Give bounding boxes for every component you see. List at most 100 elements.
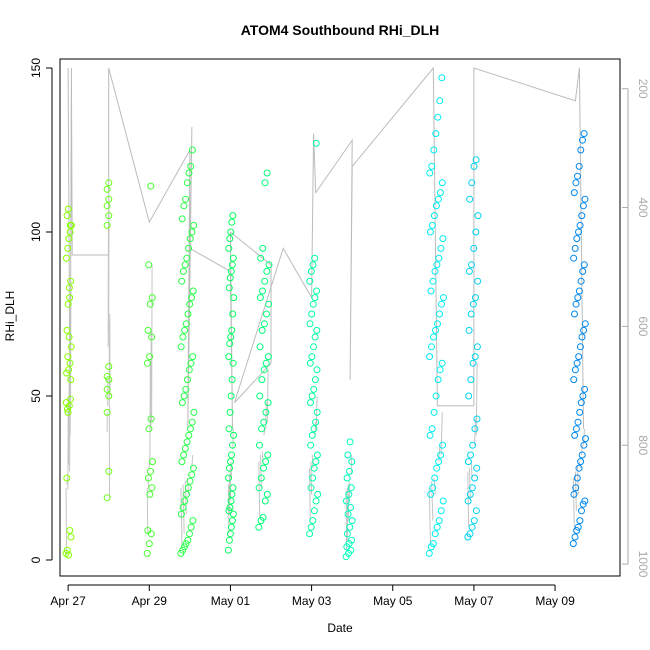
data-point [226,408,234,416]
data-point [146,300,154,308]
data-point [307,523,315,531]
data-point [228,218,236,226]
data-point [225,425,233,433]
x-axis: Apr 27 Apr 29 May 01 May 03 May 05 May 07 May … [50,584,575,608]
data-point [306,359,314,367]
data-point [571,366,579,374]
data-point [428,162,436,170]
pressure-track [65,66,585,556]
data-point [186,235,194,243]
data-point [187,359,195,367]
pressure-segment [182,484,185,534]
data-point [577,458,585,466]
data-point [579,392,587,400]
data-point [188,294,195,302]
data-point [469,441,477,449]
data-point [145,261,153,269]
data-point [257,254,265,262]
data-point [432,202,440,210]
data-point [181,497,189,505]
data-point [259,513,267,521]
data-point [474,212,482,220]
data-point [581,497,589,505]
data-point [103,408,111,416]
data-point [67,376,75,384]
data-point [469,359,477,367]
data-point [263,490,271,498]
data-point [580,326,588,334]
data-point [581,385,589,393]
data-point [575,287,583,295]
y-tick-label: 150 [29,58,43,78]
data-point [105,179,113,187]
data-point [580,441,588,449]
data-point [103,385,111,393]
data-point [264,399,272,407]
data-point [183,438,191,446]
data-point [311,254,319,262]
data-point [348,517,356,525]
data-point [431,474,439,482]
data-point [346,523,354,531]
data-point [264,353,272,361]
data-point [313,451,321,459]
data-point [309,261,317,269]
data-point [185,431,193,439]
data-point [569,540,577,548]
data-point [188,146,196,154]
data-point [224,546,232,554]
data-point [180,451,188,459]
data-point [428,425,436,433]
data-point [146,353,154,361]
data-point [182,385,190,393]
data-point [312,139,320,147]
data-point [468,523,476,531]
y-axis-label: RHi_DLH [3,291,17,342]
data-point [429,484,437,492]
data-point [178,399,186,407]
data-point [62,254,70,262]
x-tick-label: May 03 [292,594,332,608]
data-point [572,300,580,308]
data-point [468,484,476,492]
data-point [467,310,475,318]
data-point [260,464,267,472]
data-point [189,353,197,361]
data-point [426,353,434,361]
data-point [105,467,113,475]
data-point [184,376,191,384]
data-point [256,343,264,351]
data-point [574,294,582,302]
data-point [185,244,192,252]
data-point [182,195,190,203]
data-point [258,425,266,433]
data-point [261,277,269,285]
data-point [465,392,473,400]
data-point [229,254,237,262]
x-tick-label: Apr 27 [50,594,86,608]
data-point [312,497,320,505]
pressure-segment [345,491,348,551]
data-point [470,162,478,170]
data-point [348,536,355,544]
data-point [307,399,314,407]
data-point [572,179,580,187]
data-point [307,484,315,492]
data-point [437,244,445,252]
data-point [578,333,586,341]
pressure-segment [582,428,585,446]
data-point [182,540,190,548]
data-point [229,510,237,518]
data-point [147,182,155,190]
data-point [225,536,233,544]
data-point [466,195,474,203]
data-point [576,343,584,351]
data-point [187,425,194,433]
y-axis: 0 50 100 150 [29,58,53,563]
data-point [472,507,480,515]
data-point [184,536,192,544]
data-point [228,451,235,459]
data-point [229,359,237,367]
data-point [149,458,156,466]
data-point [342,497,350,505]
